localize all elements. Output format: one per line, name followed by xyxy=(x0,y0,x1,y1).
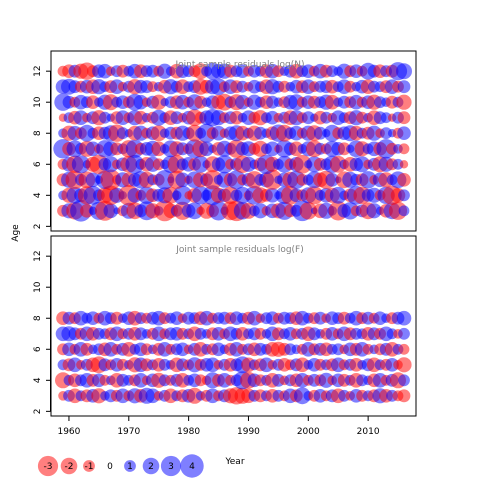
residual-bubble xyxy=(397,389,411,403)
residual-bubble xyxy=(199,141,214,157)
residual-bubble xyxy=(380,112,392,124)
residual-bubble xyxy=(392,158,404,170)
residual-bubble xyxy=(396,63,412,80)
y-axis: 2 4 6 8 10 12 xyxy=(33,250,51,414)
residual-bubble xyxy=(398,343,410,355)
residual-bubble xyxy=(397,173,411,187)
residual-bubble xyxy=(396,310,412,326)
residual-bubble xyxy=(337,142,351,156)
panel-log-f: Joint sample residuals log(F) 2 4 6 8 10 12 xyxy=(33,235,417,417)
residual-bubble xyxy=(398,327,410,340)
x-tick-label: 1970 xyxy=(117,427,140,437)
legend-bubble xyxy=(160,455,182,477)
residual-bubble xyxy=(397,111,411,125)
bubble-layer xyxy=(55,310,412,405)
legend-bubble xyxy=(124,460,136,472)
y-tick-label: 8 xyxy=(33,315,43,321)
legend-bubble xyxy=(142,457,160,475)
y-tick-label: 8 xyxy=(33,130,43,136)
y-tick-label: 4 xyxy=(33,192,43,198)
y-tick-label: 6 xyxy=(33,161,43,167)
y-axis-label: Age xyxy=(11,224,21,242)
x-tick-label: 1960 xyxy=(57,427,80,437)
residual-bubble xyxy=(398,374,410,387)
y-tick-label: 2 xyxy=(33,408,43,414)
y-tick-label: 6 xyxy=(33,346,43,352)
legend-label: -3 xyxy=(44,462,53,472)
residual-bubble xyxy=(103,203,119,219)
residual-bubble xyxy=(175,172,190,188)
legend-label: 0 xyxy=(107,462,113,472)
residual-bubble xyxy=(172,185,193,205)
legend-bubble xyxy=(37,455,59,477)
residual-bubble xyxy=(380,127,392,140)
residual-bubble xyxy=(265,188,280,203)
legend-label: -1 xyxy=(85,462,94,472)
residual-bubble xyxy=(397,80,411,94)
residual-bubble xyxy=(262,169,283,190)
x-tick-label: 2010 xyxy=(357,427,380,437)
bubble-layer xyxy=(53,62,412,222)
legend: -3 -2 -1 0 1 2 3 4 xyxy=(37,454,204,478)
residual-bubble xyxy=(398,189,410,202)
y-tick-label: 12 xyxy=(33,250,43,261)
panel-title: Joint sample residuals log(N) xyxy=(174,60,304,70)
residual-bubble xyxy=(398,205,410,217)
y-axis: 2 4 6 8 10 12 xyxy=(33,65,51,229)
x-axis-label: Year xyxy=(224,457,244,467)
y-tick-label: 10 xyxy=(33,281,43,293)
residual-bubble xyxy=(301,111,315,125)
residual-bubble xyxy=(100,169,122,191)
residual-bubble xyxy=(396,357,412,373)
y-tick-label: 10 xyxy=(33,96,43,108)
legend-label: -2 xyxy=(65,462,74,472)
residual-bubble xyxy=(116,127,129,140)
residual-bubble xyxy=(186,202,204,220)
residual-bubble xyxy=(396,94,412,110)
x-tick-label: 1990 xyxy=(237,427,260,437)
legend-label: 2 xyxy=(148,462,154,472)
y-tick-label: 4 xyxy=(33,377,43,383)
residual-bubble xyxy=(85,172,101,188)
residual-bubble xyxy=(202,170,223,190)
x-axis: 1960 1970 1980 1990 2000 2010 xyxy=(57,415,380,437)
residual-bubble xyxy=(399,160,409,169)
residual-bubble xyxy=(366,203,382,219)
legend-bubble xyxy=(83,460,95,472)
residual-bubble xyxy=(299,202,317,220)
residual-bubble xyxy=(265,141,280,157)
y-tick-label: 12 xyxy=(33,65,43,76)
residual-bubble xyxy=(71,155,90,174)
x-tick-label: 2000 xyxy=(297,427,320,437)
legend-label: 4 xyxy=(189,462,195,472)
legend-bubble xyxy=(180,454,204,478)
residual-bubble xyxy=(325,173,340,187)
residual-bubble xyxy=(80,204,94,218)
legend-label: 1 xyxy=(127,462,133,472)
x-tick-label: 1980 xyxy=(177,427,200,437)
residual-bubble xyxy=(398,143,410,155)
y-tick-label: 2 xyxy=(33,223,43,229)
residual-bubble xyxy=(292,154,312,174)
panel-title: Joint sample residuals log(F) xyxy=(175,245,303,255)
legend-label: 3 xyxy=(168,462,174,472)
residual-bubble xyxy=(151,94,167,110)
residual-bubble xyxy=(192,155,210,173)
residual-bubble xyxy=(397,126,411,140)
panel-log-n: Joint sample residuals log(N) 2 4 6 8 10 12 xyxy=(33,50,417,232)
legend-bubble xyxy=(60,457,78,475)
